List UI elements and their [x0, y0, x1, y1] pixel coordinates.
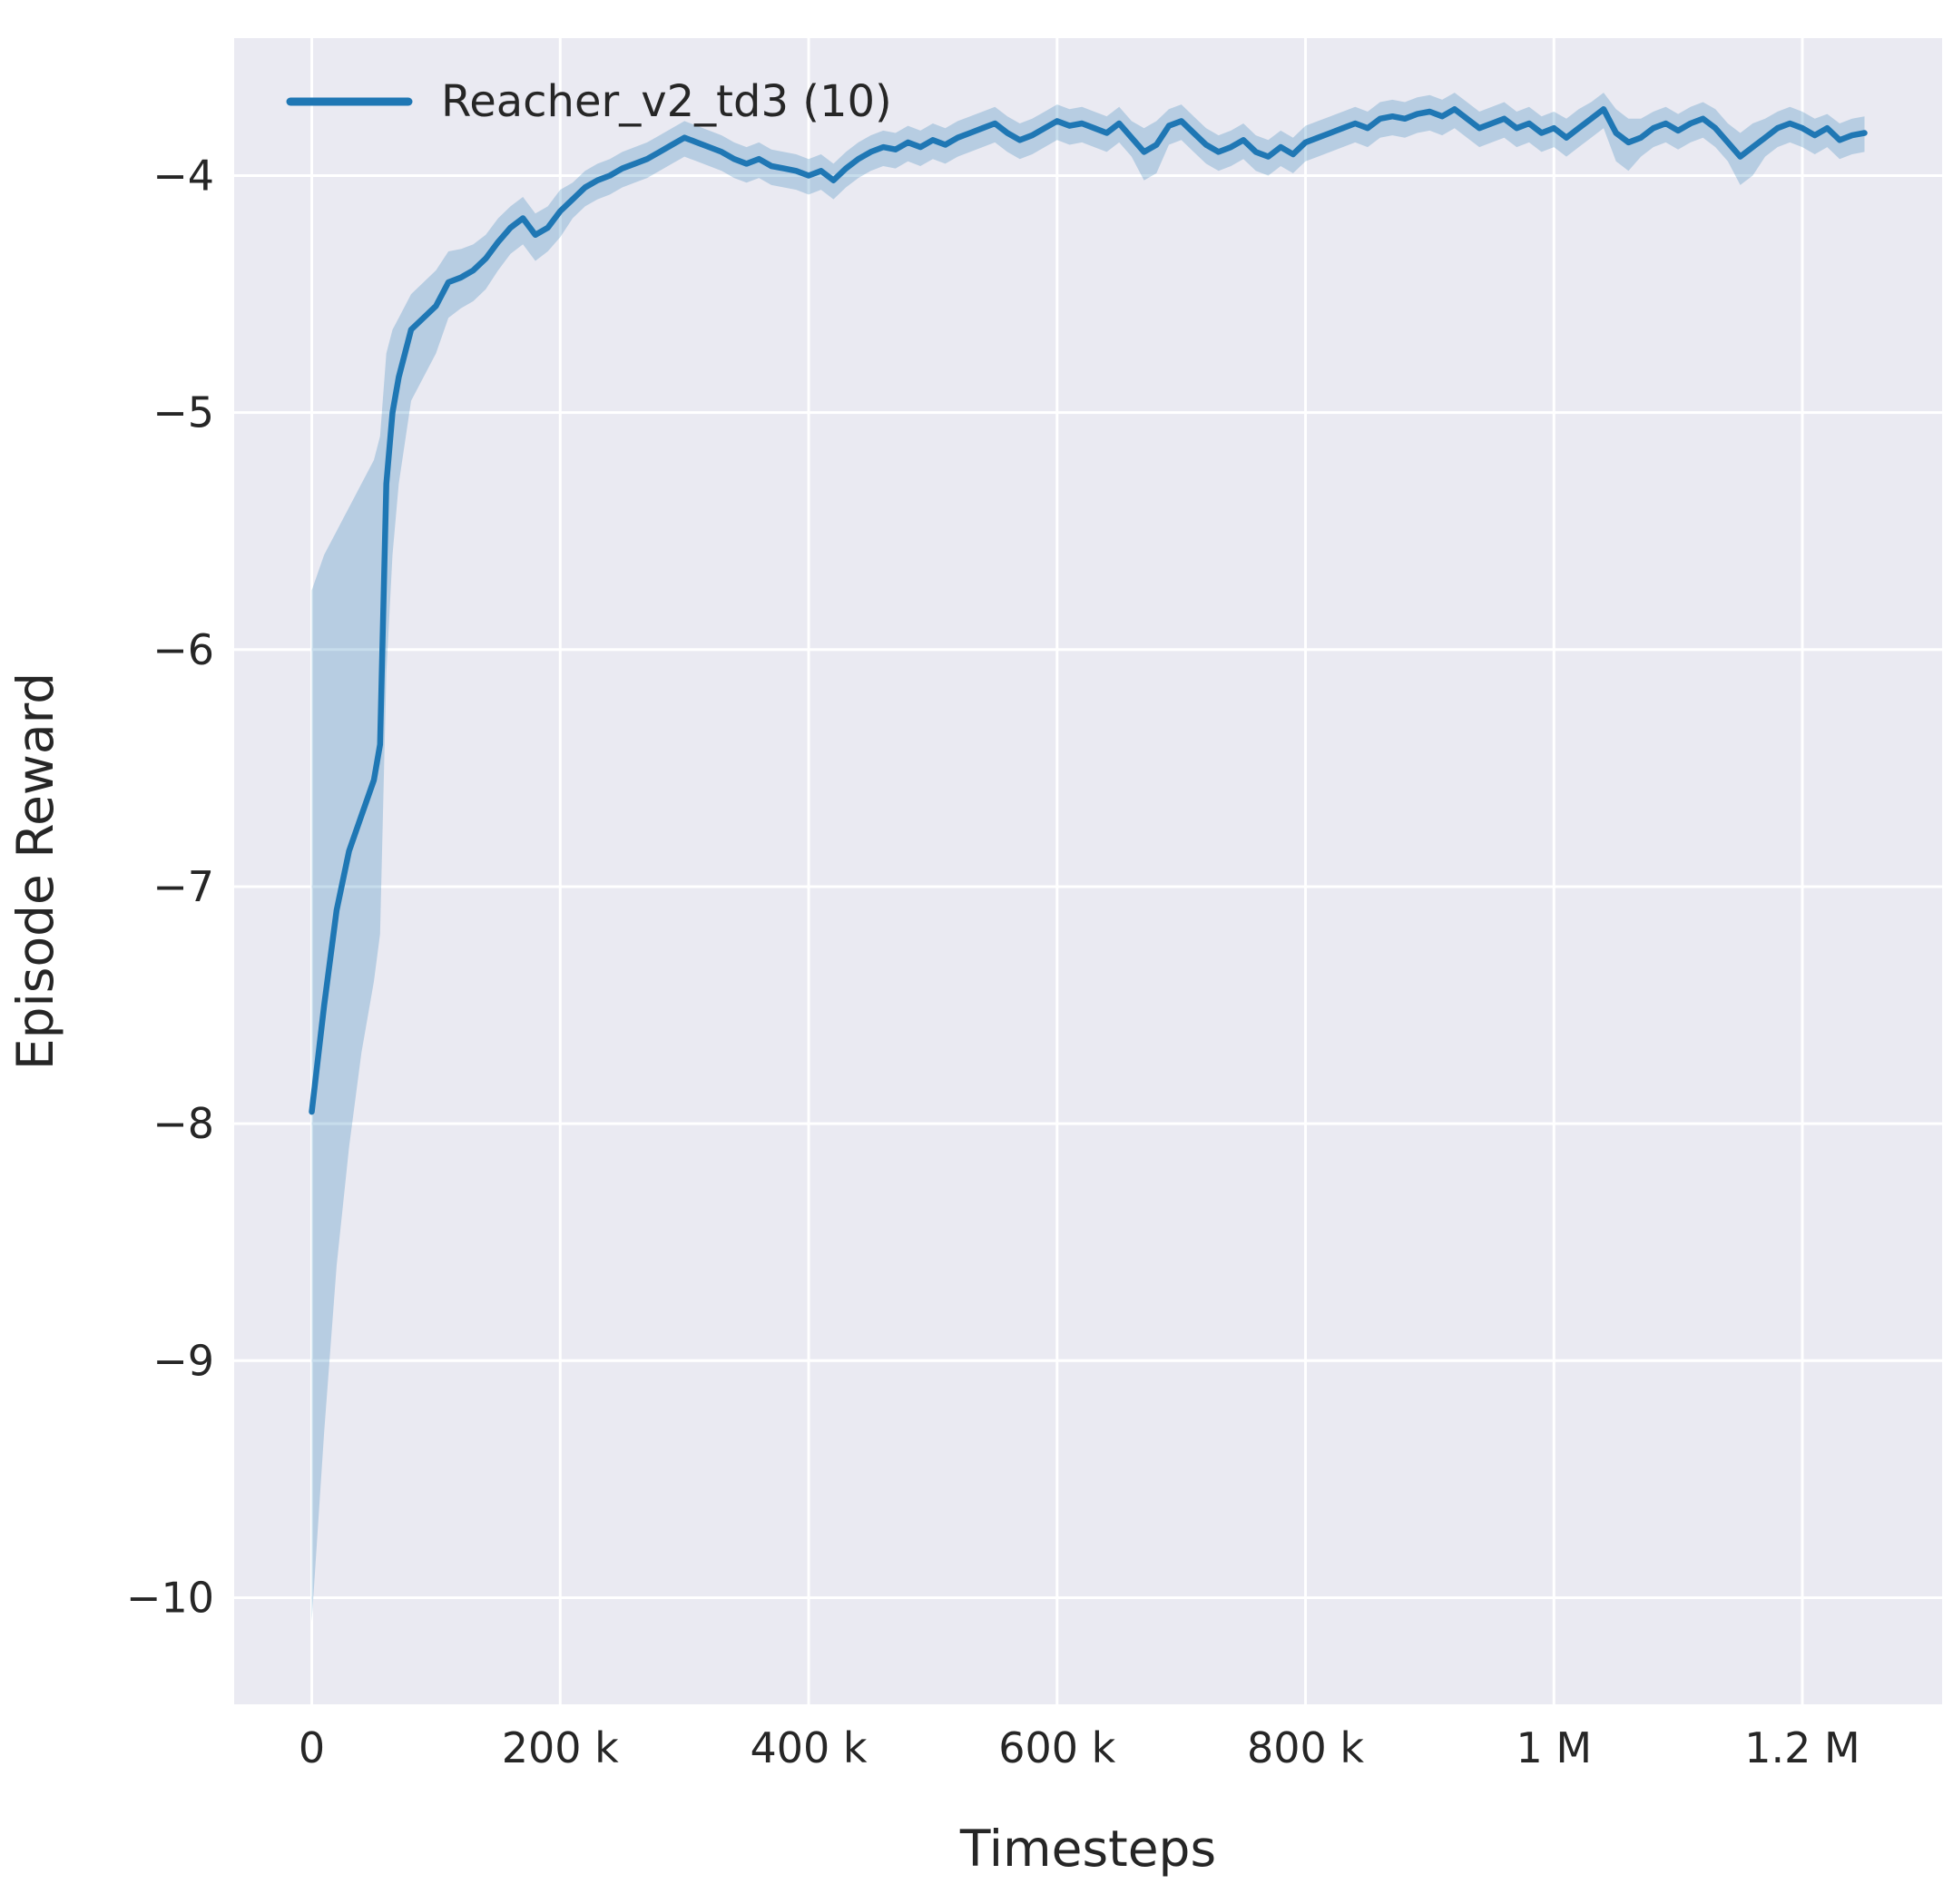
x-axis-label: Timesteps — [959, 1820, 1216, 1878]
y-tick-label: −8 — [152, 1099, 214, 1148]
y-tick-label: −9 — [152, 1336, 214, 1385]
x-tick-label: 1 M — [1516, 1723, 1592, 1772]
x-tick-label: 400 k — [751, 1723, 868, 1772]
y-axis-label: Episode Reward — [6, 672, 64, 1070]
legend-label: Reacher_v2_td3 (10) — [441, 76, 892, 127]
x-tick-label: 200 k — [502, 1723, 619, 1772]
y-tick-label: −5 — [152, 388, 214, 437]
x-tick-label: 800 k — [1247, 1723, 1364, 1772]
x-tick-label: 0 — [299, 1723, 325, 1772]
y-tick-label: −6 — [152, 625, 214, 674]
mean-line — [309, 106, 1868, 1115]
y-tick-label: −7 — [152, 862, 214, 911]
x-tick-label: 600 k — [998, 1723, 1115, 1772]
plot-area — [234, 38, 1942, 1704]
y-tick-label: −4 — [152, 151, 214, 200]
x-tick-label: 1.2 M — [1744, 1723, 1860, 1772]
y-tick-label: −10 — [126, 1573, 214, 1622]
